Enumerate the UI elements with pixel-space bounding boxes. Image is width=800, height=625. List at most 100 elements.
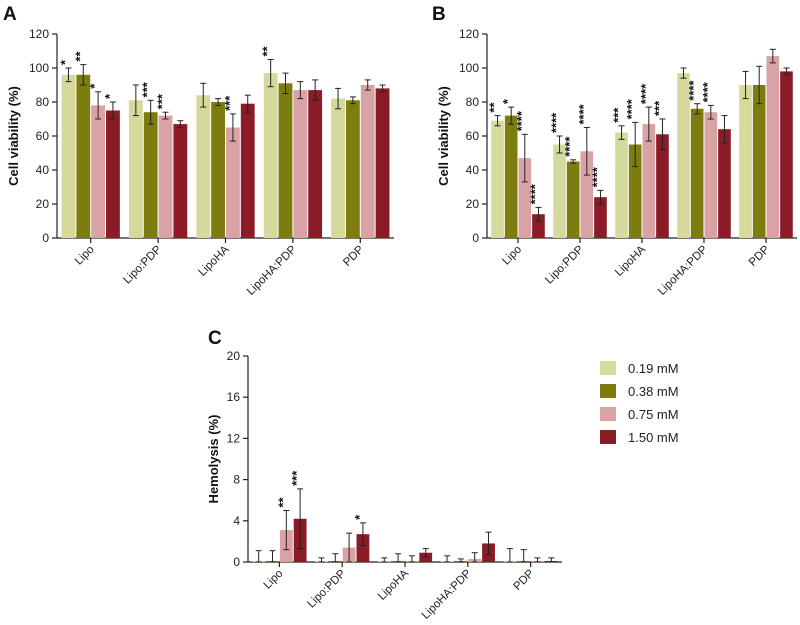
x-tick-label: PDP xyxy=(512,567,537,592)
bar xyxy=(91,105,106,239)
legend-swatch xyxy=(600,361,616,375)
bar xyxy=(594,197,607,238)
legend-label: 0.19 mM xyxy=(628,361,679,376)
significance-stars: *** xyxy=(289,470,304,486)
bar xyxy=(553,144,566,238)
legend-swatch xyxy=(600,430,616,444)
significance-stars: **** xyxy=(576,103,591,124)
bar xyxy=(211,102,225,238)
bar xyxy=(196,95,211,238)
y-tick-label: 12 xyxy=(227,431,241,445)
bar xyxy=(518,158,532,238)
y-tick-label: 60 xyxy=(36,129,50,143)
bar xyxy=(566,161,580,238)
x-tick-label: Lipo:PDP xyxy=(543,243,586,286)
bar xyxy=(360,85,375,238)
panel-letter: B xyxy=(432,4,446,25)
significance-stars: **** xyxy=(686,80,701,101)
y-tick-label: 80 xyxy=(36,95,50,109)
significance-stars: * xyxy=(87,83,102,89)
bar xyxy=(356,534,370,562)
bar xyxy=(263,73,278,238)
panel-letter: C xyxy=(208,328,222,349)
y-tick-label: 60 xyxy=(466,129,480,143)
x-tick-label: LipoHA:PDP xyxy=(656,243,710,297)
bar xyxy=(331,98,345,238)
significance-stars: **** xyxy=(527,183,542,204)
x-tick-label: LipoHA xyxy=(196,243,231,278)
y-axis-label: Cell viability (%) xyxy=(6,86,21,186)
bar xyxy=(76,74,91,238)
x-tick-label: LipoHA xyxy=(376,567,411,602)
y-tick-label: 0 xyxy=(472,231,479,245)
bar xyxy=(766,56,780,238)
significance-stars: * xyxy=(500,98,515,104)
significance-stars: *** xyxy=(222,95,237,111)
significance-stars: * xyxy=(102,93,117,99)
bar xyxy=(128,100,143,238)
bar xyxy=(278,83,293,238)
y-tick-label: 100 xyxy=(29,61,49,75)
bar xyxy=(628,144,642,238)
significance-stars: **** xyxy=(589,166,604,187)
bar xyxy=(752,85,766,238)
x-tick-label: PDP xyxy=(341,243,366,268)
significance-stars: **** xyxy=(514,110,529,131)
bar xyxy=(532,214,545,238)
bar xyxy=(642,124,656,238)
x-tick-label: LipoHA:PDP xyxy=(420,567,474,621)
y-axis-label: Cell viability (%) xyxy=(436,86,451,186)
y-tick-label: 20 xyxy=(466,197,480,211)
x-tick-label: LipoHA xyxy=(613,243,648,278)
bar xyxy=(718,129,731,238)
bar xyxy=(504,115,518,238)
x-tick-label: Lipo xyxy=(73,244,97,268)
significance-stars: **** xyxy=(562,136,577,157)
y-tick-label: 120 xyxy=(29,27,49,41)
bar xyxy=(491,120,504,238)
x-tick-label: Lipo xyxy=(500,244,524,268)
y-tick-label: 0 xyxy=(233,555,240,569)
significance-stars: **** xyxy=(700,81,715,102)
y-tick-label: 4 xyxy=(233,514,240,528)
bar xyxy=(615,132,628,238)
significance-stars: **** xyxy=(624,98,639,119)
bar xyxy=(158,115,173,238)
bar xyxy=(690,108,704,238)
significance-stars: ** xyxy=(275,496,290,507)
significance-stars: *** xyxy=(651,100,666,116)
significance-stars: *** xyxy=(155,93,170,109)
y-tick-label: 100 xyxy=(459,61,479,75)
x-tick-label: Lipo:PDP xyxy=(121,243,164,286)
x-tick-label: PDP xyxy=(747,243,772,268)
legend-swatch xyxy=(600,384,616,398)
significance-stars: **** xyxy=(638,83,653,104)
bar xyxy=(739,85,752,238)
y-tick-label: 40 xyxy=(36,163,50,177)
bar xyxy=(345,100,360,238)
bar xyxy=(143,112,158,238)
y-tick-label: 8 xyxy=(233,473,240,487)
legend: 0.19 mM 0.38 mM 0.75 mM 1.50 mM xyxy=(600,361,679,445)
bar xyxy=(375,88,390,239)
y-tick-label: 20 xyxy=(36,197,50,211)
significance-stars: ** xyxy=(72,51,87,62)
significance-stars: ** xyxy=(487,102,502,113)
bar xyxy=(419,552,433,562)
significance-stars: * xyxy=(57,59,72,65)
bar xyxy=(580,151,594,238)
significance-stars: *** xyxy=(611,107,626,123)
x-tick-label: LipoHA:PDP xyxy=(245,243,299,297)
bar xyxy=(656,134,669,238)
significance-stars: **** xyxy=(549,112,564,133)
bar xyxy=(704,112,718,238)
bar xyxy=(780,71,793,239)
y-tick-label: 20 xyxy=(227,349,241,363)
y-axis-label: Hemolysis (%) xyxy=(206,415,221,504)
panel-letter: A xyxy=(3,4,17,25)
y-tick-label: 80 xyxy=(466,95,480,109)
significance-stars: * xyxy=(352,514,367,520)
